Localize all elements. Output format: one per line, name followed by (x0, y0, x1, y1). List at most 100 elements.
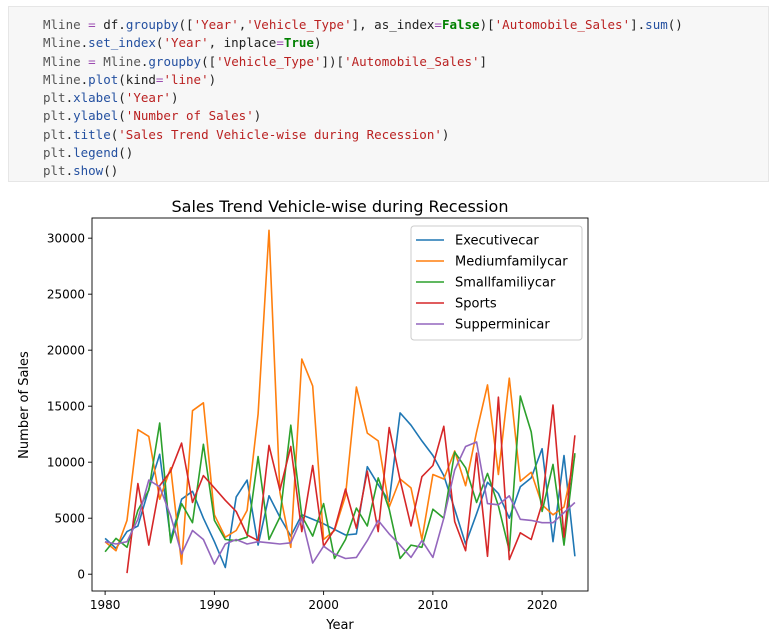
code-token: ylabel (73, 108, 119, 124)
code-token: ( (118, 108, 126, 124)
y-tick-label: 15000 (47, 400, 85, 414)
code-token: plot (88, 71, 119, 87)
plot-area-frame (91, 217, 589, 592)
series-line-executivecar (104, 412, 576, 569)
code-line: plt.ylabel('Number of Sales') (43, 107, 683, 125)
x-axis-label: Year (325, 618, 354, 633)
code-token: . (118, 17, 126, 32)
code-line: plt.show() (43, 162, 683, 180)
code-token: False (441, 17, 480, 32)
code-token: df (103, 17, 119, 32)
code-token: ], as_index (351, 17, 435, 32)
code-token: ] (479, 53, 488, 69)
code-token: ([ (178, 17, 194, 32)
code-token: . (65, 108, 74, 124)
code-token: plt (43, 126, 66, 142)
y-tick-label: 10000 (47, 456, 85, 470)
code-token: = (155, 71, 164, 87)
code-token: () (103, 163, 119, 179)
code-line: plt.xlabel('Year') (43, 89, 683, 107)
code-token: xlabel (73, 90, 119, 106)
code-token: 'Year' (125, 90, 171, 106)
code-token: groupby (148, 53, 202, 69)
code-token: = (434, 17, 442, 32)
legend-label-smallfamiliycar: Smallfamiliycar (455, 276, 556, 291)
code-token: show (73, 163, 104, 179)
code-token: , inplace (208, 35, 277, 51)
series-lines (104, 229, 576, 574)
legend-label-executivecar: Executivecar (455, 234, 539, 249)
x-tick-label: 2020 (527, 598, 558, 612)
code-line: plt.legend() (43, 144, 683, 162)
code-token: ( (110, 126, 119, 142)
code-token: 'Year' (163, 35, 209, 51)
code-token: . (80, 71, 89, 87)
code-block: Mline = df.groupby(['Year','Vehicle_Type… (43, 16, 683, 181)
y-tick-label: 30000 (47, 232, 85, 246)
code-token: legend (73, 145, 119, 161)
legend-label-sports: Sports (455, 297, 497, 312)
code-token: title (73, 126, 111, 142)
chart-title: Sales Trend Vehicle-wise during Recessio… (172, 197, 509, 216)
code-token: = (80, 17, 104, 32)
legend-label-supperminicar: Supperminicar (455, 318, 550, 333)
code-token: (kind (118, 71, 156, 87)
x-tick-label: 2010 (418, 598, 449, 612)
code-token: . (65, 90, 74, 106)
code-token: Mline (43, 71, 81, 87)
code-token: plt (43, 108, 66, 124)
code-token: ) (253, 108, 262, 124)
code-token: ) (208, 71, 217, 87)
x-tick-label: 2000 (308, 598, 339, 612)
y-tick-label: 0 (77, 568, 85, 582)
code-token: sum (645, 17, 668, 32)
code-token: ) (170, 90, 179, 106)
code-line: Mline = Mline.groupby(['Vehicle_Type'])[… (43, 53, 683, 71)
code-token: = (80, 53, 104, 69)
code-cell[interactable]: Mline = df.groupby(['Year','Vehicle_Type… (8, 6, 769, 182)
code-token: . (140, 53, 149, 69)
code-token: . (65, 145, 74, 161)
code-token: ]. (630, 17, 646, 32)
code-token: )[ (479, 17, 495, 32)
code-token: Mline (43, 53, 81, 69)
code-token: 'Sales Trend Vehicle-wise during Recessi… (118, 126, 442, 142)
code-token: groupby (125, 17, 179, 32)
code-token: 'Automobile_Sales' (494, 17, 631, 32)
code-token: Mline (43, 17, 81, 32)
code-token: = (276, 35, 284, 51)
series-line-mediumfamilycar (104, 229, 576, 565)
code-line: plt.title('Sales Trend Vehicle-wise duri… (43, 126, 683, 144)
legend-label-mediumfamilycar: Mediumfamilycar (455, 255, 568, 270)
series-line-sports (126, 396, 576, 574)
code-token: Mline (43, 35, 81, 51)
series-line-smallfamiliycar (104, 395, 576, 560)
code-token: 'line' (163, 71, 209, 87)
x-tick-label: 1990 (199, 598, 230, 612)
code-token: plt (43, 163, 66, 179)
code-token: ( (118, 90, 126, 106)
legend-box (410, 225, 583, 341)
code-token: ])[ (321, 53, 345, 69)
code-line: Mline = df.groupby(['Year','Vehicle_Type… (43, 16, 683, 34)
code-token: ) (441, 126, 450, 142)
code-token: 'Vehicle_Type' (216, 53, 322, 69)
legend: Executivecar Mediumfamilycar Smallfamiliyc… (410, 225, 583, 341)
y-axis-ticks: 0 5000 10000 15000 20000 25000 30000 (47, 232, 92, 582)
y-tick-label: 20000 (47, 344, 85, 358)
y-tick-label: 25000 (47, 288, 85, 302)
series-line-supperminicar (104, 441, 576, 565)
code-token: 'Automobile_Sales' (344, 53, 480, 69)
y-axis-label: Number of Sales (17, 351, 32, 459)
code-token: 'Year' (193, 17, 239, 32)
code-line: Mline.plot(kind='line') (43, 71, 683, 89)
code-token: set_index (88, 35, 156, 51)
code-token: , (238, 17, 247, 32)
code-token: plt (43, 90, 66, 106)
code-token: () (667, 17, 683, 32)
x-axis-ticks: 1980 1990 2000 2010 2020 (90, 591, 558, 612)
code-token: 'Vehicle_Type' (246, 17, 352, 32)
code-token: . (65, 126, 74, 142)
code-token: . (65, 163, 74, 179)
